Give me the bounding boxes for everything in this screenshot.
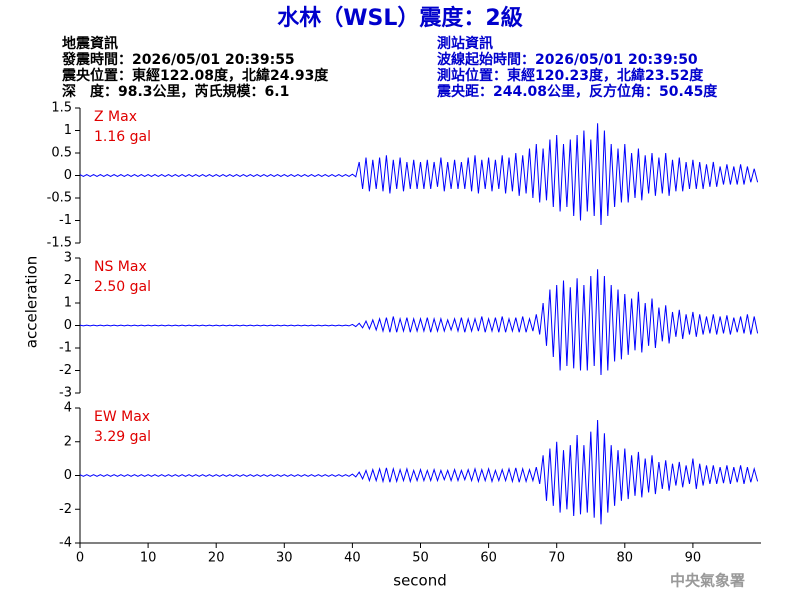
info-left: 發震時間：2026/05/01 20:39:55 bbox=[61, 51, 295, 68]
y-tick-label: -1 bbox=[59, 213, 72, 228]
x-tick-label: 60 bbox=[480, 551, 497, 566]
panel-name: NS Max bbox=[94, 259, 147, 275]
y-tick-label: 2 bbox=[64, 434, 72, 449]
info-left: 地震資訊 bbox=[62, 35, 118, 52]
y-tick-label: 0.5 bbox=[51, 146, 72, 161]
panel-max: 1.16 gal bbox=[94, 129, 151, 145]
x-axis-label: second bbox=[393, 572, 447, 590]
x-tick-label: 70 bbox=[548, 551, 565, 566]
x-tick-label: 30 bbox=[276, 551, 293, 566]
title: 水林（WSL）震度：2級 bbox=[277, 5, 522, 31]
y-tick-label: -3 bbox=[59, 386, 72, 401]
panel-name: EW Max bbox=[94, 409, 150, 425]
y-tick-label: -1.5 bbox=[47, 236, 72, 251]
y-tick-label: 0 bbox=[64, 468, 72, 483]
panel-name: Z Max bbox=[94, 109, 137, 125]
y-tick-label: 0 bbox=[64, 318, 72, 333]
footer: 中央氣象署 bbox=[670, 572, 745, 590]
x-tick-label: 0 bbox=[76, 551, 84, 566]
info-right: 測站位置：東經120.23度，北緯23.52度 bbox=[437, 67, 704, 84]
y-tick-label: 1 bbox=[64, 123, 72, 138]
panel-max: 2.50 gal bbox=[94, 279, 151, 295]
y-tick-label: 2 bbox=[64, 273, 72, 288]
y-axis-label: acceleration bbox=[23, 256, 41, 348]
info-right: 波線起始時間：2026/05/01 20:39:50 bbox=[437, 51, 698, 68]
panel-max: 3.29 gal bbox=[94, 429, 151, 445]
y-tick-label: -0.5 bbox=[47, 191, 72, 206]
y-tick-label: 0 bbox=[64, 168, 72, 183]
y-tick-label: -2 bbox=[59, 363, 72, 378]
x-tick-label: 50 bbox=[412, 551, 429, 566]
y-tick-label: 4 bbox=[64, 401, 72, 416]
waveform bbox=[79, 269, 759, 376]
info-right: 震央距：244.08公里，反方位角：50.45度 bbox=[436, 83, 718, 100]
x-tick-label: 40 bbox=[344, 551, 361, 566]
x-tick-label: 10 bbox=[140, 551, 157, 566]
x-tick-label: 20 bbox=[208, 551, 225, 566]
y-tick-label: -4 bbox=[59, 536, 72, 551]
y-tick-label: 1 bbox=[64, 296, 72, 311]
waveform bbox=[79, 419, 759, 525]
y-tick-label: -2 bbox=[59, 502, 72, 517]
x-tick-label: 80 bbox=[617, 551, 634, 566]
y-tick-label: -1 bbox=[59, 341, 72, 356]
info-left: 深 度：98.3公里，芮氏規模：6.1 bbox=[62, 83, 289, 100]
y-tick-label: 3 bbox=[64, 251, 72, 266]
info-left: 震央位置：東經122.08度，北緯24.93度 bbox=[61, 67, 329, 84]
info-right: 測站資訊 bbox=[437, 35, 493, 52]
waveform bbox=[79, 123, 759, 226]
x-tick-label: 90 bbox=[685, 551, 702, 566]
y-tick-label: 1.5 bbox=[51, 101, 72, 116]
